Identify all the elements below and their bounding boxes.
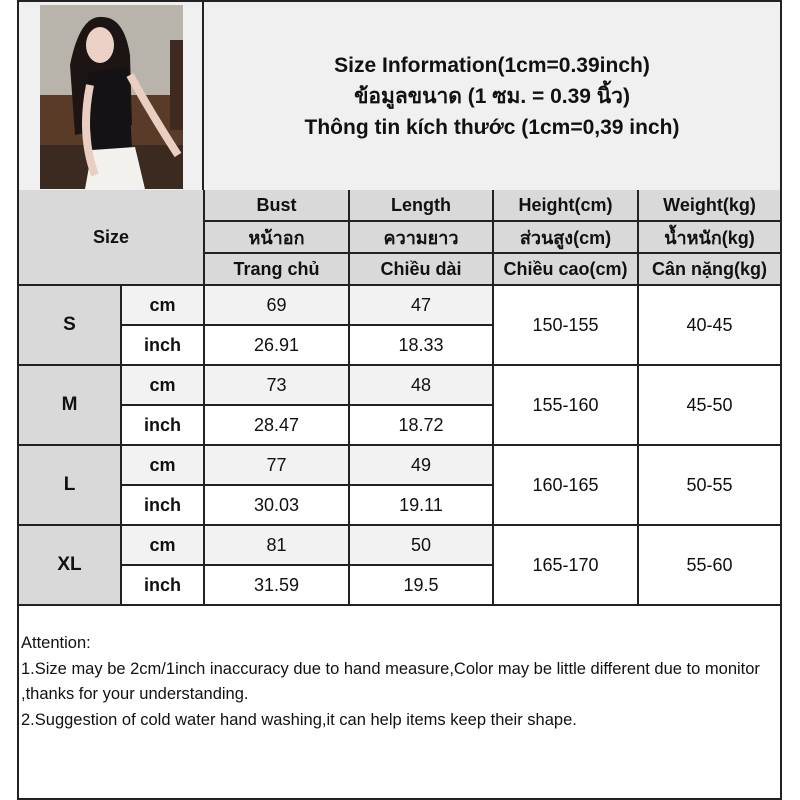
length-inch: 18.33 xyxy=(348,324,493,366)
unit-label: inch xyxy=(121,564,205,606)
size-label: L xyxy=(19,444,122,526)
unit-label: cm xyxy=(120,364,205,406)
header-row-thai: หน้าอก ความยาว ส่วนสูง(cm) น้ำหนัก(kg) xyxy=(19,220,780,254)
model-photo xyxy=(40,5,183,189)
col-bust: Bust xyxy=(203,190,350,222)
length-cm: 48 xyxy=(348,364,494,406)
attention-notes: Attention: 1.Size may be 2cm/1inch inacc… xyxy=(21,631,778,733)
height-range: 155-160 xyxy=(492,364,639,446)
title-vietnamese: Thông tin kích thước (1cm=0,39 inch) xyxy=(304,115,680,139)
col-bust-thai: หน้าอก xyxy=(204,220,350,254)
bust-cm: 81 xyxy=(203,524,350,566)
length-inch: 18.72 xyxy=(348,404,493,446)
bust-cm: 73 xyxy=(203,364,350,406)
bust-cm: 77 xyxy=(203,444,350,486)
unit-label: cm xyxy=(120,285,205,326)
size-label: XL xyxy=(19,524,122,606)
height-range: 160-165 xyxy=(492,444,639,526)
size-table: Size Bust Length Height(cm) Weight(kg) ห… xyxy=(19,190,780,606)
weight-range: 40-45 xyxy=(637,285,780,366)
unit-label: cm xyxy=(120,444,205,486)
attention-note-1: 1.Size may be 2cm/1inch inaccuracy due t… xyxy=(21,659,760,704)
attention-note-2: 2.Suggestion of cold water hand washing,… xyxy=(21,710,577,729)
bust-cm: 69 xyxy=(203,285,350,326)
table-row: inch 26.91 18.33 xyxy=(19,324,780,366)
bust-inch: 31.59 xyxy=(203,564,350,606)
col-height: Height(cm) xyxy=(492,190,639,222)
length-inch: 19.5 xyxy=(348,564,493,606)
col-weight-vi: Cân nặng(kg) xyxy=(637,252,780,286)
bust-inch: 28.47 xyxy=(203,404,350,446)
length-cm: 47 xyxy=(348,285,494,326)
height-range: 165-170 xyxy=(492,524,639,606)
table-row: inch 31.59 19.5 xyxy=(19,564,780,606)
table-row: XL cm 81 50 165-170 55-60 xyxy=(19,524,780,606)
col-height-thai: ส่วนสูง(cm) xyxy=(492,220,639,254)
header-row-vietnamese: Trang chủ Chiều dài Chiều cao(cm) Cân nặ… xyxy=(19,252,780,286)
col-length-thai: ความยาว xyxy=(348,220,494,254)
bust-inch: 26.91 xyxy=(203,324,350,366)
size-label: M xyxy=(19,364,122,446)
bust-inch: 30.03 xyxy=(203,484,350,526)
title-english: Size Information(1cm=0.39inch) xyxy=(334,53,650,77)
model-photo-image xyxy=(40,5,183,189)
length-cm: 50 xyxy=(348,524,494,566)
weight-range: 50-55 xyxy=(637,444,780,526)
header-row-english: Size Bust Length Height(cm) Weight(kg) xyxy=(19,190,780,286)
unit-label: inch xyxy=(121,404,205,446)
length-inch: 19.11 xyxy=(348,484,493,526)
unit-label: inch xyxy=(121,484,205,526)
col-height-vi: Chiều cao(cm) xyxy=(492,252,639,286)
table-row: inch 30.03 19.11 xyxy=(19,484,780,526)
attention-heading: Attention: xyxy=(21,634,91,652)
height-range: 150-155 xyxy=(492,285,639,366)
chart-header: Size Information(1cm=0.39inch) ข้อมูลขนา… xyxy=(19,2,780,192)
unit-label: inch xyxy=(121,324,205,366)
col-weight: Weight(kg) xyxy=(637,190,780,222)
col-length: Length xyxy=(348,190,494,222)
col-length-vi: Chiều dài xyxy=(348,252,494,286)
col-bust-vi: Trang chủ xyxy=(204,252,350,286)
table-row: inch 28.47 18.72 xyxy=(19,404,780,446)
weight-range: 55-60 xyxy=(637,524,780,606)
title-thai: ข้อมูลขนาด (1 ซม. = 0.39 นิ้ว) xyxy=(354,84,630,108)
divider xyxy=(202,2,204,190)
unit-label: cm xyxy=(120,524,205,566)
size-label: S xyxy=(19,285,122,366)
size-info-title: Size Information(1cm=0.39inch) ข้อมูลขนา… xyxy=(204,2,780,190)
size-chart: Size Information(1cm=0.39inch) ข้อมูลขนา… xyxy=(17,0,782,800)
length-cm: 49 xyxy=(348,444,494,486)
col-weight-thai: น้ำหนัก(kg) xyxy=(637,220,780,254)
size-header: Size xyxy=(19,190,205,286)
weight-range: 45-50 xyxy=(637,364,780,446)
